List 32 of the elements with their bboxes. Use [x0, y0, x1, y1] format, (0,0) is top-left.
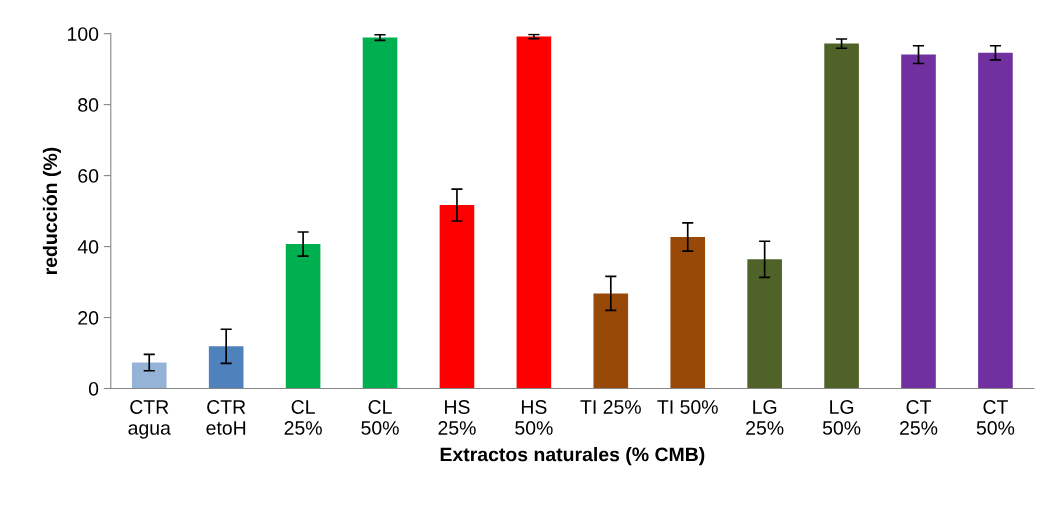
x-tick-label: LG 25% [746, 400, 784, 435]
y-axis-title: reducción (%) [42, 147, 61, 275]
x-tick-label: CTR agua [128, 400, 171, 439]
bar [593, 293, 629, 389]
y-tick-label: 20 [78, 311, 99, 325]
x-tick-label: CTR etoH [206, 400, 246, 435]
bar [824, 43, 859, 389]
bar [670, 236, 706, 389]
bar [901, 54, 936, 389]
x-tick-label: CT 25% [900, 400, 938, 435]
bar [978, 52, 1013, 389]
bar [516, 36, 552, 389]
y-tick-label: 80 [78, 98, 99, 112]
y-tick-label: 40 [77, 240, 99, 254]
x-tick-label: HS 25% [438, 400, 476, 435]
bar [285, 244, 321, 389]
x-axis-title: Extractos naturales (% CMB) [440, 447, 705, 466]
bar [747, 259, 782, 389]
x-tick-label: CL 50% [361, 400, 399, 435]
bar [362, 37, 398, 389]
x-tick-label: LG 50% [822, 400, 861, 435]
x-tick-label: TI 25% [580, 400, 641, 414]
x-tick-label: CL 25% [284, 400, 322, 435]
x-tick-label: CT 50% [976, 400, 1015, 435]
bar [208, 346, 244, 389]
x-tick-label: TI 50% [657, 400, 718, 414]
y-tick-label: 60 [78, 169, 99, 183]
bar [131, 362, 167, 389]
bar [439, 205, 475, 389]
x-tick-label: HS 50% [515, 400, 553, 435]
y-tick-label: 100 [68, 27, 99, 41]
y-tick-label: 0 [88, 381, 99, 396]
